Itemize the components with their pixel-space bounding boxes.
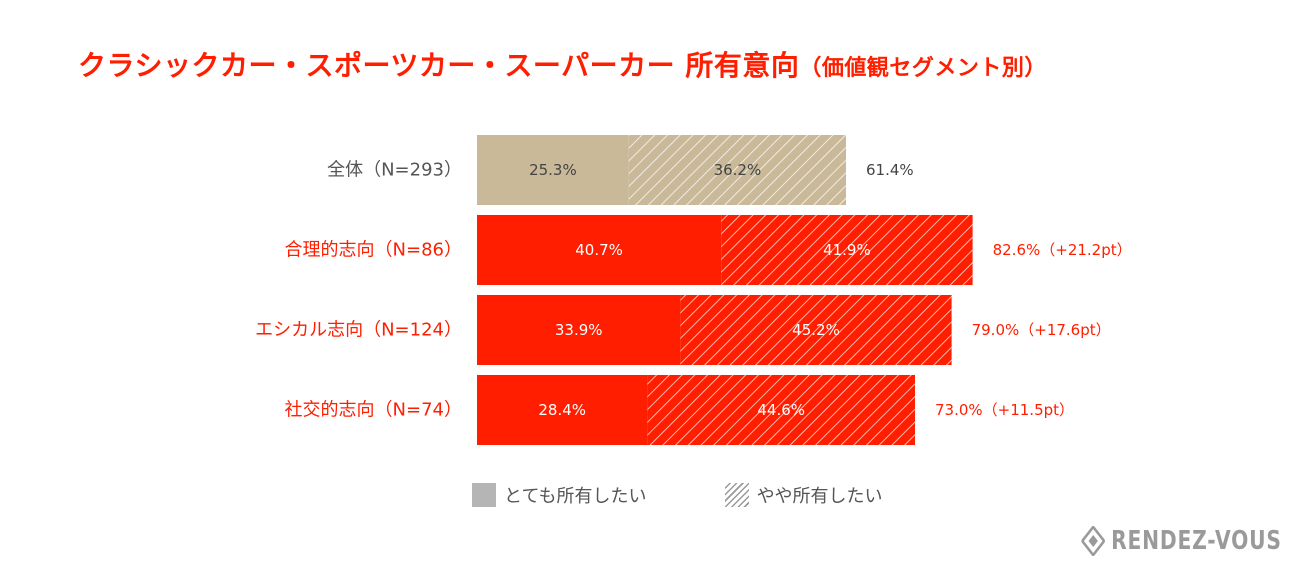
total-label: 73.0%（+11.5pt）	[935, 401, 1074, 419]
data-label-somewhat: 36.2%	[714, 161, 762, 179]
bar-strong	[477, 295, 681, 365]
data-label-somewhat: 41.9%	[823, 241, 871, 259]
bar-somewhat-hatch	[721, 215, 973, 285]
chart-title-sub: （価値観セグメント別）	[799, 56, 1047, 81]
legend-label-strong: とても所有したい	[504, 486, 647, 507]
bar-strong	[477, 215, 722, 285]
data-label-strong: 40.7%	[575, 241, 623, 259]
bars-group: 全体（N=293） 25.3% 36.2% 61.4% 合理的志向（N=86） 40.7%…	[255, 135, 1132, 445]
bar-strong	[477, 375, 648, 445]
bar-somewhat-hatch	[680, 295, 952, 365]
total-label: 61.4%	[866, 161, 914, 179]
data-label-somewhat: 45.2%	[792, 321, 840, 339]
data-label-somewhat: 44.6%	[757, 401, 805, 419]
category-label: 社交的志向（N=74）	[285, 400, 462, 421]
data-label-strong: 25.3%	[529, 161, 577, 179]
bar-strong	[477, 135, 629, 205]
category-label: 合理的志向（N=86）	[285, 240, 462, 261]
legend-item-strong: とても所有したい	[472, 482, 647, 508]
legend-label-somewhat: やや所有したい	[756, 486, 883, 507]
rendez-vous-logo-icon	[1081, 526, 1106, 556]
legend-swatch-solid	[472, 483, 496, 507]
legend-item-somewhat: やや所有したい	[724, 482, 883, 508]
category-label: 全体（N=293）	[327, 160, 462, 181]
data-label-strong: 33.9%	[555, 321, 603, 339]
chart-title: クラシックカー・スポーツカー・スーパーカー 所有意向（価値観セグメント別）	[78, 44, 1047, 84]
total-label: 82.6%（+21.2pt）	[993, 241, 1132, 259]
chart-title-main: クラシックカー・スポーツカー・スーパーカー 所有意向	[78, 49, 800, 82]
bar-somewhat-hatch	[628, 135, 846, 205]
legend-swatch-hatched	[724, 483, 749, 507]
legend: とても所有したい やや所有したい	[472, 482, 961, 508]
data-label-strong: 28.4%	[538, 401, 586, 419]
brand-name: RENDEZ-VOUS	[1111, 526, 1282, 556]
brand-watermark: RENDEZ-VOUS	[1081, 526, 1282, 556]
category-label: エシカル志向（N=124）	[255, 320, 462, 341]
bar-somewhat-hatch	[647, 375, 915, 445]
total-label: 79.0%（+17.6pt）	[972, 321, 1111, 339]
